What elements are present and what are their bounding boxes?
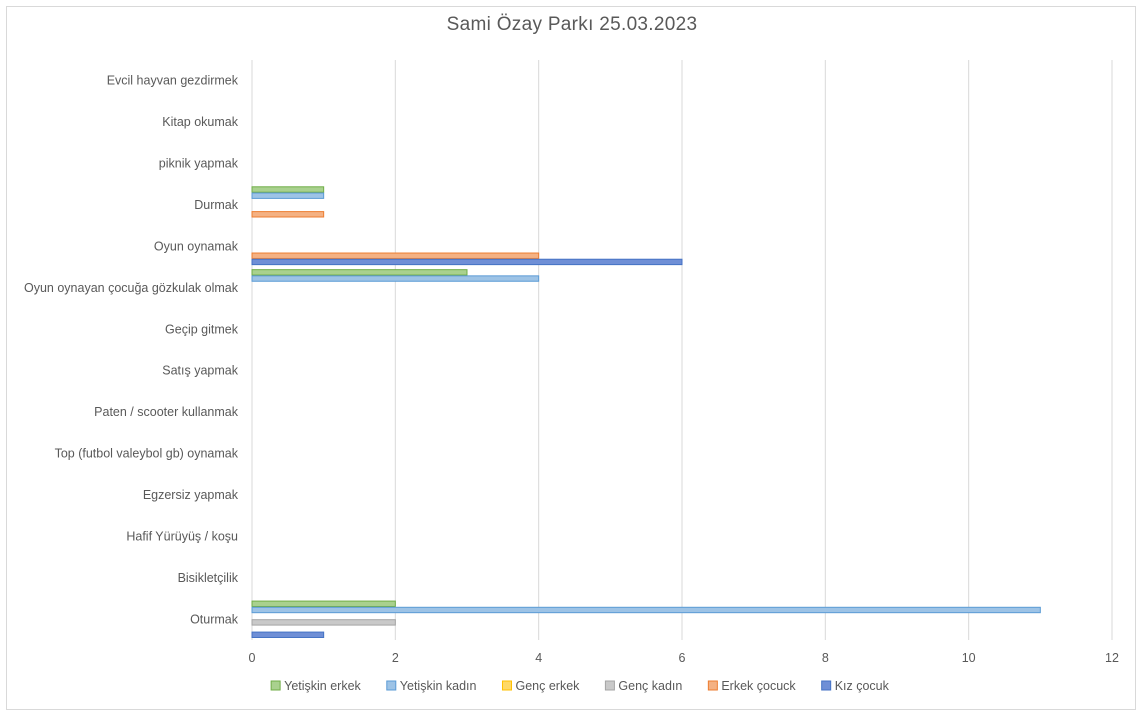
category-label: Evcil hayvan gezdirmek bbox=[107, 74, 239, 88]
category-label: Durmak bbox=[194, 198, 239, 212]
legend-swatch bbox=[270, 680, 281, 691]
legend-swatch bbox=[821, 680, 832, 691]
legend-swatch bbox=[604, 680, 615, 691]
category-label: Satış yapmak bbox=[162, 364, 238, 378]
chart-area bbox=[6, 6, 1136, 710]
x-tick-label: 8 bbox=[822, 651, 829, 665]
bar bbox=[251, 619, 396, 626]
category-label: Top (futbol valeybol gb) oynamak bbox=[55, 447, 239, 461]
x-tick-label: 6 bbox=[679, 651, 686, 665]
legend-label: Erkek çocuck bbox=[721, 679, 796, 693]
bar bbox=[251, 600, 396, 607]
x-tick-label: 2 bbox=[392, 651, 399, 665]
bar bbox=[251, 631, 325, 638]
category-label: piknik yapmak bbox=[159, 157, 239, 171]
x-tick-label: 12 bbox=[1105, 651, 1119, 665]
bar bbox=[251, 252, 540, 259]
chart-title: Sami Özay Parkı 25.03.2023 bbox=[446, 14, 698, 35]
legend-swatch bbox=[386, 680, 397, 691]
category-label: Hafif Yürüyüş / koşu bbox=[126, 529, 238, 543]
category-label: Bisikletçilik bbox=[178, 571, 239, 585]
legend-label: Genç erkek bbox=[515, 679, 580, 693]
category-label: Oyun oynamak bbox=[154, 239, 239, 253]
category-label: Geçip gitmek bbox=[165, 322, 239, 336]
bar bbox=[251, 192, 325, 199]
legend-swatch bbox=[707, 680, 718, 691]
bar bbox=[251, 186, 325, 193]
category-label: Paten / scooter kullanmak bbox=[94, 405, 239, 419]
category-label: Oturmak bbox=[190, 612, 239, 626]
x-tick-label: 0 bbox=[249, 651, 256, 665]
bar bbox=[251, 211, 325, 218]
x-tick-label: 10 bbox=[962, 651, 976, 665]
bar bbox=[251, 269, 468, 276]
bar bbox=[251, 606, 1041, 614]
legend-label: Genç kadın bbox=[618, 679, 682, 693]
category-label: Egzersiz yapmak bbox=[143, 488, 239, 502]
x-tick-label: 4 bbox=[535, 651, 542, 665]
legend-label: Yetişkin kadın bbox=[400, 679, 477, 693]
legend-label: Yetişkin erkek bbox=[284, 679, 361, 693]
category-label: Kitap okumak bbox=[162, 115, 238, 129]
bar bbox=[251, 258, 683, 266]
legend-label: Kız çocuk bbox=[835, 679, 890, 693]
category-label: Oyun oynayan çocuğa gözkulak olmak bbox=[24, 281, 239, 295]
bar bbox=[251, 275, 540, 282]
legend-swatch bbox=[501, 680, 512, 691]
